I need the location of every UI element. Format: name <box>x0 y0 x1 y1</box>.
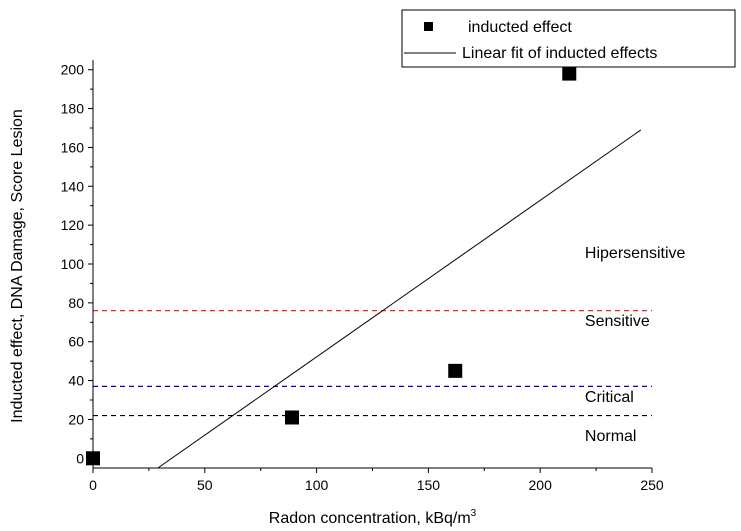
region-labels: Hipersensitive Sensitive Critical Normal <box>585 245 686 445</box>
legend: inducted effect Linear fit of inducted e… <box>401 9 736 68</box>
x-axis-title-main: Radon concentration, kBq/m <box>269 510 471 527</box>
x-ticks: 0 50 100 150 200 250 <box>89 468 664 493</box>
region-label-3: Normal <box>585 428 637 445</box>
y-tick-label-6: 120 <box>61 217 85 233</box>
y-tick-label-10: 200 <box>61 62 85 78</box>
y-tick-label-7: 140 <box>61 178 85 194</box>
y-axis-title: Inducted effect, DNA Damage, Score Lesio… <box>9 109 26 423</box>
x-tick-label-5: 250 <box>640 477 664 493</box>
data-point-3 <box>562 66 577 81</box>
legend-entry-fit: Linear fit of inducted effects <box>462 45 657 62</box>
x-tick-label-2: 100 <box>305 477 329 493</box>
region-label-1: Sensitive <box>585 313 650 330</box>
x-tick-label-1: 50 <box>197 477 213 493</box>
region-label-0: Hipersensitive <box>585 245 686 262</box>
data-point-2 <box>448 363 463 378</box>
legend-box <box>401 9 736 68</box>
data-point-0 <box>86 451 100 466</box>
x-tick-label-3: 150 <box>417 477 441 493</box>
data-points <box>86 66 577 466</box>
legend-entry-points: inducted effect <box>468 19 572 36</box>
y-tick-label-3: 60 <box>68 334 84 350</box>
y-tick-label-4: 80 <box>68 295 84 311</box>
y-tick-label-5: 100 <box>61 256 85 272</box>
y-tick-label-2: 40 <box>68 373 84 389</box>
fit-line-layer <box>157 129 642 469</box>
x-axis-title: Radon concentration, kBq/m3 <box>269 508 477 527</box>
x-tick-label-0: 0 <box>89 477 97 493</box>
region-label-2: Critical <box>585 389 634 406</box>
x-tick-label-4: 200 <box>529 477 553 493</box>
linear-fit-line <box>157 129 642 469</box>
y-tick-label-9: 180 <box>61 101 85 117</box>
y-ticks: 0 20 40 60 80 100 120 140 160 180 200 <box>61 62 93 466</box>
data-point-1 <box>285 410 300 425</box>
axes <box>92 60 652 469</box>
y-tick-label-1: 20 <box>68 411 84 427</box>
y-tick-label-0: 0 <box>76 450 84 466</box>
reference-lines <box>93 310 652 417</box>
legend-marker-square <box>424 22 433 31</box>
y-tick-label-8: 160 <box>61 139 85 155</box>
x-axis-title-superscript: 3 <box>471 508 477 519</box>
